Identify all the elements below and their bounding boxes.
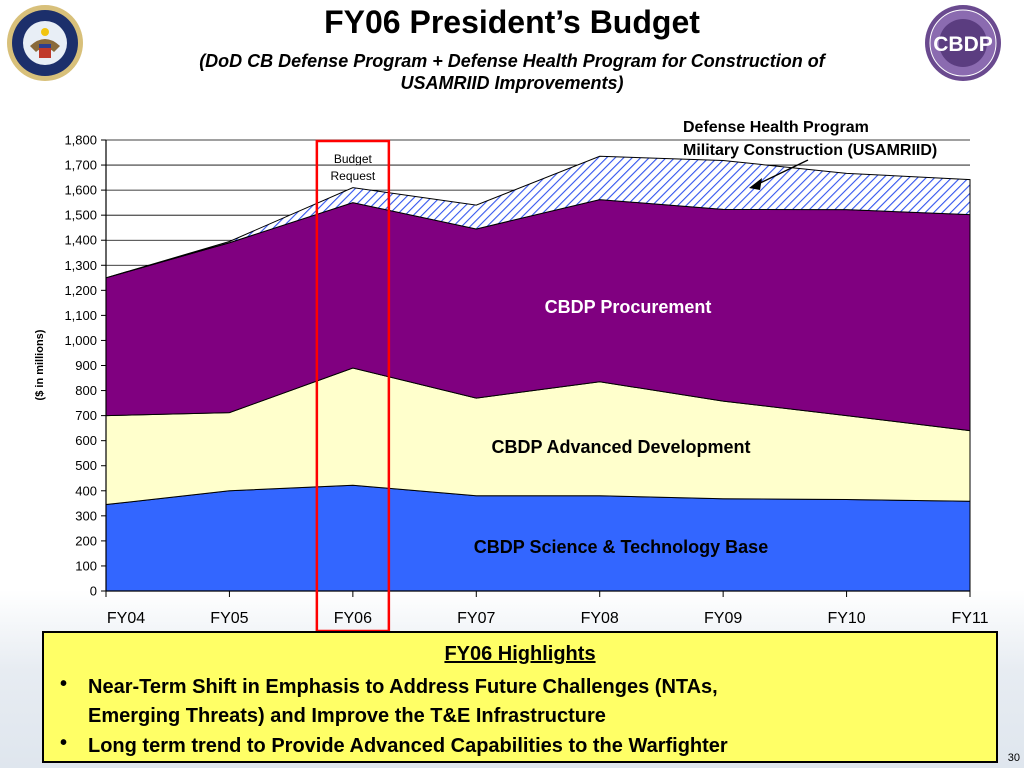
y-tick-label: 1,500	[64, 208, 97, 223]
x-tick-label: FY05	[210, 610, 248, 627]
y-tick-label: 200	[75, 533, 97, 548]
y-tick-label: 500	[75, 458, 97, 473]
annotation-arrow-line	[755, 159, 809, 186]
series-label: CBDP Advanced Development	[491, 437, 750, 457]
series-label: CBDP Procurement	[545, 297, 712, 317]
y-tick-label: 1,600	[64, 183, 97, 198]
page-title: FY06 President’s Budget	[324, 4, 700, 40]
y-tick-label: 1,400	[64, 233, 97, 248]
y-tick-label: 1,000	[64, 333, 97, 348]
x-tick-label: FY08	[581, 610, 619, 627]
series-label: CBDP Science & Technology Base	[474, 537, 768, 557]
bullet-symbol: •	[60, 673, 68, 695]
bullet-1-line-2: Emerging Threats) and Improve the T&E In…	[88, 705, 606, 727]
y-tick-label: 1,700	[64, 158, 97, 173]
y-tick-label: 700	[75, 408, 97, 423]
subtitle-line-1: (DoD CB Defense Program + Defense Health…	[199, 51, 825, 71]
dod-seal-icon	[7, 5, 83, 81]
x-tick-label: FY04	[107, 610, 145, 627]
x-tick-label: FY07	[457, 610, 495, 627]
y-tick-label: 100	[75, 558, 97, 573]
y-axis-label: ($ in millions)	[34, 329, 46, 400]
annotation-arrowhead-icon	[749, 178, 762, 190]
page-subtitle: (DoD CB Defense Program + Defense Health…	[130, 50, 894, 94]
annotation-line-1: Defense Health Program	[683, 119, 869, 136]
cbdp-logo-text: CBDP	[933, 33, 993, 56]
bullet-1-text: Near-Term Shift in Emphasis to Address F…	[88, 673, 968, 731]
budget-request-label-line-2: Request	[331, 169, 376, 183]
y-tick-label: 1,800	[64, 133, 97, 148]
y-tick-label: 1,300	[64, 258, 97, 273]
y-tick-label: 600	[75, 433, 97, 448]
x-tick-label: FY09	[704, 610, 742, 627]
highlights-box: FY06 Highlights • Near-Term Shift in Emp…	[42, 631, 998, 763]
bullet-symbol: •	[60, 732, 68, 754]
y-tick-label: 800	[75, 383, 97, 398]
chart-labels: CBDP Procurement CBDP Advanced Developmen…	[315, 119, 937, 633]
y-tick-label: 400	[75, 483, 97, 498]
bullet-2-text: Long term trend to Provide Advanced Capa…	[88, 735, 728, 757]
highlights-title: FY06 Highlights	[444, 643, 596, 665]
annotation-line-2: Military Construction (USAMRIID)	[683, 142, 937, 159]
subtitle-line-2: USAMRIID Improvements)	[400, 73, 624, 93]
x-tick-label: FY10	[827, 610, 865, 627]
chart-areas	[105, 155, 971, 592]
y-tick-label: 0	[90, 584, 97, 599]
x-tick-label: FY06	[334, 610, 372, 627]
budget-request-label-line-1: Budget	[334, 152, 373, 166]
slide-number: 30	[1007, 752, 1020, 764]
y-tick-label: 1,200	[64, 283, 97, 298]
y-tick-label: 300	[75, 508, 97, 523]
x-tick-label: FY11	[951, 610, 988, 627]
bullet-1-line-1: Near-Term Shift in Emphasis to Address F…	[88, 676, 718, 698]
y-tick-label: 1,100	[64, 308, 97, 323]
cbdp-seal-icon: CBDP	[925, 5, 1001, 81]
y-tick-label: 900	[75, 358, 97, 373]
chart-axes: 0 100 200 300 400 500 600 700 800 900 1,000 1,100 1,…	[34, 133, 989, 628]
